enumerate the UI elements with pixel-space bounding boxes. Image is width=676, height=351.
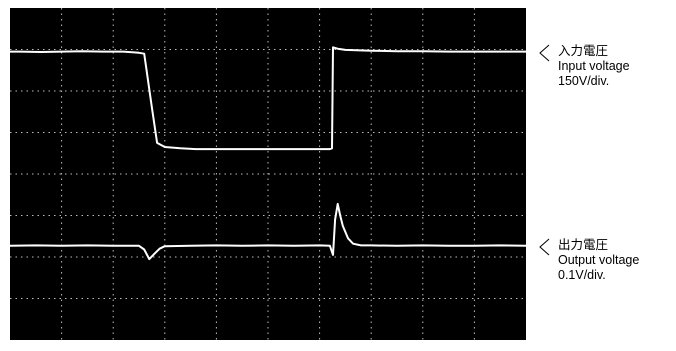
channel-marker-icon xyxy=(539,238,550,256)
channel-marker-icon xyxy=(539,44,550,61)
output-label-en: Output voltage xyxy=(558,252,640,267)
input-scale: 150V/div. xyxy=(558,73,610,88)
input-label-en: Input voltage xyxy=(558,58,630,73)
input-voltage-trace xyxy=(10,46,526,151)
output-label-ja: 出力電圧 xyxy=(558,237,609,252)
output-voltage-trace xyxy=(9,202,527,261)
output-scale: 0.1V/div. xyxy=(558,267,606,282)
input-label-ja: 入力電圧 xyxy=(558,43,609,58)
